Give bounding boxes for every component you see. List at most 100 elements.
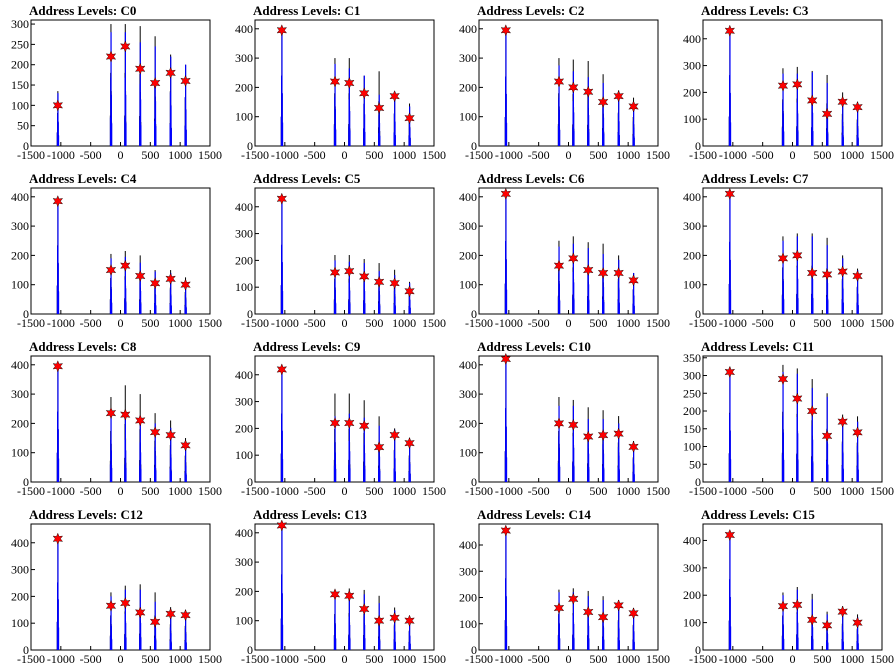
peak-marker — [582, 605, 594, 618]
x-tick-label: -1500 — [465, 652, 493, 666]
x-tick-label: -1500 — [241, 148, 269, 162]
chart-panel: Address Levels: C12 0 100 200 300 400 -1500 -10… — [11, 507, 222, 666]
y-tick-label: 300 — [683, 561, 701, 575]
y-tick-label: 350 — [683, 351, 701, 365]
chart-title: Address Levels: C8 — [29, 339, 137, 354]
x-tick-label: 0 — [790, 484, 796, 498]
y-tick-label: 100 — [459, 446, 477, 460]
peak-marker — [180, 74, 191, 88]
x-tick-label: 0 — [118, 316, 124, 330]
y-tick-label: 200 — [683, 248, 701, 262]
peak-marker — [792, 392, 803, 405]
y-tick-label: 400 — [683, 32, 701, 46]
y-tick-label: 150 — [683, 422, 701, 436]
x-tick-label: 500 — [141, 652, 159, 666]
peak-marker — [105, 50, 117, 63]
x-tick-label: -500 — [528, 316, 550, 330]
x-tick-label: 1500 — [422, 316, 446, 330]
x-tick-label: -1000 — [495, 484, 523, 498]
y-tick-label: 150 — [11, 78, 29, 92]
peak-marker — [597, 266, 609, 280]
y-tick-label: 100 — [459, 110, 477, 124]
y-tick-label: 0 — [695, 307, 701, 321]
y-tick-label: 0 — [471, 139, 477, 153]
chart-title: Address Levels: C6 — [477, 171, 585, 186]
chart-title: Address Levels: C9 — [253, 339, 361, 354]
x-tick-label: -1500 — [689, 652, 717, 666]
y-tick-label: 400 — [11, 190, 29, 204]
x-tick-label: -500 — [752, 652, 774, 666]
x-tick-label: 1500 — [646, 652, 670, 666]
x-tick-label: 1000 — [616, 316, 640, 330]
chart-panel: Address Levels: C6 0 100 200 300 400 -1500 -100… — [459, 171, 670, 330]
x-tick-label: -1000 — [719, 316, 747, 330]
x-tick-label: 1000 — [840, 148, 864, 162]
y-tick-label: 400 — [235, 22, 253, 36]
peak-marker — [806, 613, 818, 626]
peak-marker — [149, 615, 161, 628]
x-tick-label: -1000 — [271, 316, 299, 330]
x-tick-label: -1500 — [17, 316, 45, 330]
peak-marker — [120, 408, 131, 421]
x-tick-label: 500 — [141, 316, 159, 330]
y-tick-label: 100 — [683, 112, 701, 126]
peak-marker — [52, 195, 64, 208]
y-tick-label: 300 — [683, 59, 701, 73]
x-tick-label: -1000 — [47, 316, 75, 330]
x-tick-label: 0 — [342, 316, 348, 330]
y-tick-label: 0 — [23, 475, 29, 489]
chart-title: Address Levels: C4 — [29, 171, 137, 186]
x-tick-label: 1000 — [616, 484, 640, 498]
x-tick-label: 1500 — [198, 484, 222, 498]
y-tick-label: 400 — [459, 358, 477, 372]
y-tick-label: 100 — [235, 280, 253, 294]
peak-marker — [134, 62, 146, 75]
peak-marker — [344, 589, 355, 602]
x-tick-label: 0 — [342, 484, 348, 498]
x-tick-label: 500 — [141, 148, 159, 162]
chart-title: Address Levels: C14 — [477, 507, 591, 522]
chart-panel: Address Levels: C5 0 100 200 300 400 -1500 -100… — [235, 171, 446, 330]
y-tick-label: 50 — [689, 457, 701, 471]
peak-marker — [358, 87, 370, 100]
x-tick-label: 0 — [566, 148, 572, 162]
peak-marker — [806, 266, 818, 280]
x-tick-label: 1500 — [646, 148, 670, 162]
x-tick-label: -500 — [80, 484, 102, 498]
chart-title: Address Levels: C3 — [701, 3, 809, 18]
x-tick-label: -500 — [304, 316, 326, 330]
y-tick-label: 200 — [235, 421, 253, 435]
chart-panel: Address Levels: C8 0 100 200 300 400 -1500 -100… — [11, 339, 222, 498]
x-tick-label: -500 — [528, 652, 550, 666]
peak-marker — [149, 426, 161, 439]
x-tick-label: 1500 — [646, 316, 670, 330]
y-tick-label: 0 — [247, 643, 253, 657]
peak-marker — [373, 441, 385, 454]
x-tick-label: -500 — [528, 484, 550, 498]
peak-marker — [276, 192, 288, 205]
chart-panel: Address Levels: C3 0 100 200 300 400 -1500 -100… — [683, 3, 894, 162]
y-tick-label: 0 — [695, 475, 701, 489]
y-tick-label: 200 — [459, 416, 477, 430]
x-tick-label: 1000 — [840, 652, 864, 666]
x-tick-label: -1000 — [271, 148, 299, 162]
y-tick-label: 200 — [235, 584, 253, 598]
x-tick-label: -500 — [80, 148, 102, 162]
chart-title: Address Levels: C12 — [29, 507, 143, 522]
x-tick-label: 500 — [589, 484, 607, 498]
y-tick-label: 0 — [23, 139, 29, 153]
y-tick-label: 0 — [23, 643, 29, 657]
peak-marker — [806, 94, 818, 107]
x-tick-label: 1000 — [840, 316, 864, 330]
y-tick-label: 100 — [11, 616, 29, 630]
peak-marker — [500, 352, 512, 365]
peak-marker — [404, 614, 415, 627]
peak-marker — [821, 619, 833, 632]
peak-marker — [613, 427, 624, 440]
y-tick-label: 200 — [11, 589, 29, 603]
x-tick-label: 1000 — [168, 484, 192, 498]
peak-marker — [52, 360, 64, 373]
x-tick-label: 500 — [813, 652, 831, 666]
x-tick-label: 1000 — [168, 148, 192, 162]
x-tick-label: 500 — [365, 484, 383, 498]
